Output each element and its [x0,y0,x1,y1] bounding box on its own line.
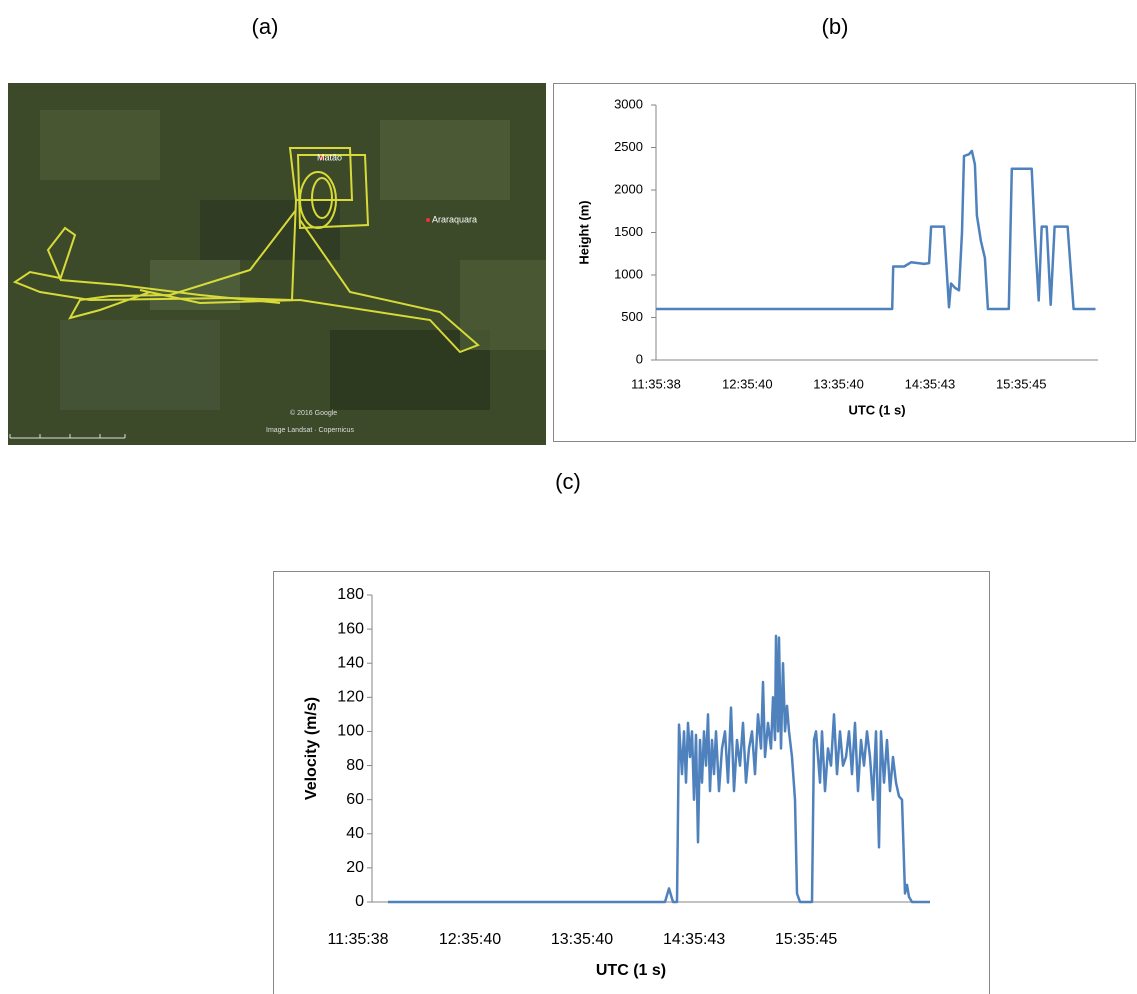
y-tick-label: 160 [337,620,364,637]
panel-label: (a) [252,14,279,39]
y-axis-title: Height (m) [576,200,591,264]
y-tick-label: 3000 [614,96,643,111]
data-line [388,634,930,904]
chart-frame [273,571,990,994]
x-tick-label: 13:35:40 [551,931,613,948]
y-tick-label: 40 [346,825,364,842]
panel-label: (c) [555,469,581,494]
x-axis-title: UTC (1 s) [596,962,666,979]
x-tick-label: 14:35:43 [905,376,956,391]
y-tick-label: 1000 [614,266,643,281]
attribution: © 2016 Google [290,409,337,417]
x-tick-label: 12:35:40 [722,376,773,391]
y-tick-label: 20 [346,859,364,876]
y-tick-label: 0 [636,351,643,366]
attribution: Image Landsat · Copernicus [266,427,354,434]
place-label: Araraquara [432,214,477,224]
y-tick-label: 140 [337,654,364,671]
y-tick-label: 2000 [614,181,643,196]
x-tick-label: 11:35:38 [631,376,681,391]
chart-frame [553,83,1136,442]
y-tick-label: 120 [337,689,364,706]
x-tick-label: 15:35:45 [996,376,1047,391]
satellite-map: Matão Araraquara © 2016 Google Image Lan… [8,83,546,445]
y-tick-label: 100 [337,723,364,740]
x-tick-label: 12:35:40 [439,931,501,948]
data-line [656,149,1096,311]
y-tick-label: 180 [337,586,364,603]
x-axis-title: UTC (1 s) [848,402,905,417]
y-tick-label: 0 [355,893,364,910]
x-tick-label: 15:35:45 [775,931,837,948]
y-tick-label: 80 [346,757,364,774]
y-tick-label: 2500 [614,139,643,154]
x-tick-label: 13:35:40 [813,376,864,391]
x-tick-label: 11:35:38 [327,931,388,948]
y-tick-label: 500 [621,309,643,324]
y-tick-label: 60 [346,791,364,808]
y-tick-label: 1500 [614,224,643,239]
panel-label: (b) [822,14,849,39]
x-tick-label: 14:35:43 [663,931,725,948]
y-axis-title: Velocity (m/s) [303,697,320,800]
place-label: Matão [317,152,342,162]
